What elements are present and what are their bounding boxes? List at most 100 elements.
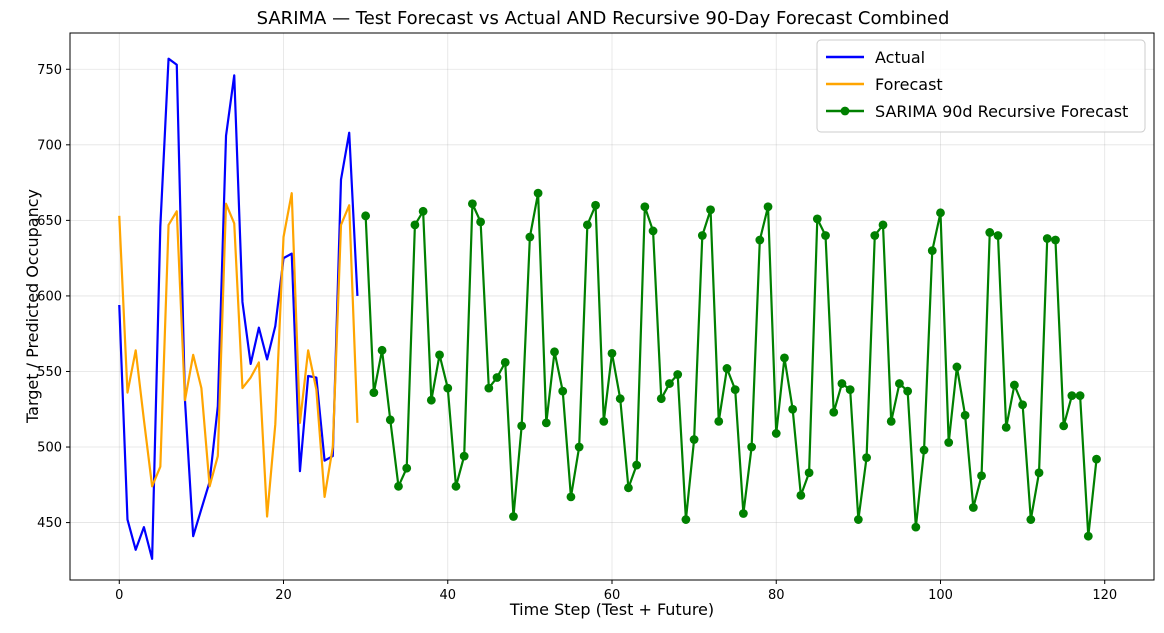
y-tick-label: 750 [37, 63, 62, 78]
data-point [1001, 422, 1011, 432]
data-point [435, 350, 444, 360]
data-point [780, 353, 789, 363]
data-point [1009, 380, 1019, 390]
data-point [394, 481, 403, 491]
data-point [927, 246, 937, 255]
data-point [574, 442, 584, 452]
data-point [853, 515, 863, 524]
legend: Actual Forecast SARIMA 90d Recursive Forec… [816, 39, 1146, 133]
legend-label: SARIMA 90d Recursive Forecast [875, 102, 1128, 121]
data-point [960, 410, 970, 420]
data-point [377, 345, 387, 355]
data-point [673, 370, 683, 379]
data-point [911, 522, 921, 532]
data-point [689, 435, 699, 444]
data-point [1051, 235, 1060, 245]
y-tick-label: 450 [37, 516, 62, 531]
series-group [118, 192, 359, 518]
data-point [837, 379, 847, 388]
data-point [426, 395, 436, 405]
data-point [738, 509, 748, 518]
grid [70, 33, 1154, 580]
data-point [525, 232, 535, 242]
data-point [977, 471, 986, 481]
data-point [903, 386, 913, 396]
data-point [459, 451, 469, 461]
series-group [118, 57, 359, 560]
data-point [591, 200, 600, 210]
x-tick-label: 20 [275, 588, 292, 603]
data-point [410, 220, 420, 230]
data-point [821, 231, 830, 240]
data-point [656, 394, 666, 404]
data-point [582, 220, 592, 230]
data-point [1018, 400, 1028, 410]
y-tick-label: 500 [37, 441, 62, 456]
data-point [870, 231, 880, 240]
data-point [558, 386, 568, 396]
series-layer [118, 57, 1101, 560]
series-group [361, 188, 1101, 541]
data-point [550, 347, 559, 357]
data-point [862, 453, 871, 463]
y-axis-label: Target / Predicted Occupancy [23, 189, 42, 424]
data-point [615, 394, 625, 404]
data-point [648, 226, 658, 236]
data-point [541, 418, 551, 428]
data-point [985, 228, 995, 237]
x-tick-label: 100 [928, 588, 953, 603]
data-point [632, 460, 642, 470]
data-point [952, 362, 962, 372]
data-point [886, 416, 896, 426]
data-point [517, 421, 527, 431]
data-point [968, 503, 978, 512]
y-tick-label: 550 [37, 365, 62, 380]
legend-label: Actual [875, 48, 925, 67]
data-point [722, 364, 732, 373]
data-point [1026, 515, 1036, 524]
x-axis-label: Time Step (Test + Future) [509, 600, 714, 619]
data-point [878, 220, 888, 230]
data-point [418, 206, 428, 216]
data-point [361, 211, 371, 221]
data-point [492, 373, 502, 382]
data-point [1042, 234, 1052, 243]
series-line [364, 192, 1098, 538]
data-point [369, 388, 379, 398]
data-point [747, 442, 757, 452]
series-line [118, 192, 359, 518]
data-point [533, 188, 543, 198]
series-line [118, 57, 359, 560]
data-point [730, 385, 740, 395]
data-point [451, 481, 461, 491]
data-point [936, 208, 945, 218]
y-tick-label: 700 [37, 138, 62, 153]
data-point [500, 358, 510, 367]
data-point [993, 231, 1003, 240]
y-tick-label: 600 [37, 289, 62, 304]
data-point [476, 217, 486, 227]
data-point [829, 407, 839, 417]
data-point [509, 512, 518, 521]
data-point [1067, 391, 1077, 401]
data-point [714, 416, 724, 426]
data-point [845, 385, 855, 395]
data-point [944, 438, 954, 447]
data-point [484, 383, 494, 393]
data-point [599, 416, 609, 426]
data-point [796, 490, 806, 500]
data-point [566, 492, 576, 502]
data-point [771, 429, 781, 438]
x-tick-label: 40 [439, 588, 456, 603]
x-tick-label: 80 [768, 588, 785, 603]
data-point [763, 202, 773, 212]
data-point [895, 379, 904, 388]
x-tick-label: 0 [115, 588, 123, 603]
data-point [467, 199, 477, 209]
axis-ticks: 0 20 40 60 80 100 120 450 500 550 600 650 700 750 [37, 63, 1117, 603]
x-tick-label: 120 [1092, 588, 1117, 603]
legend-label: Forecast [875, 75, 943, 94]
data-point [919, 445, 929, 455]
